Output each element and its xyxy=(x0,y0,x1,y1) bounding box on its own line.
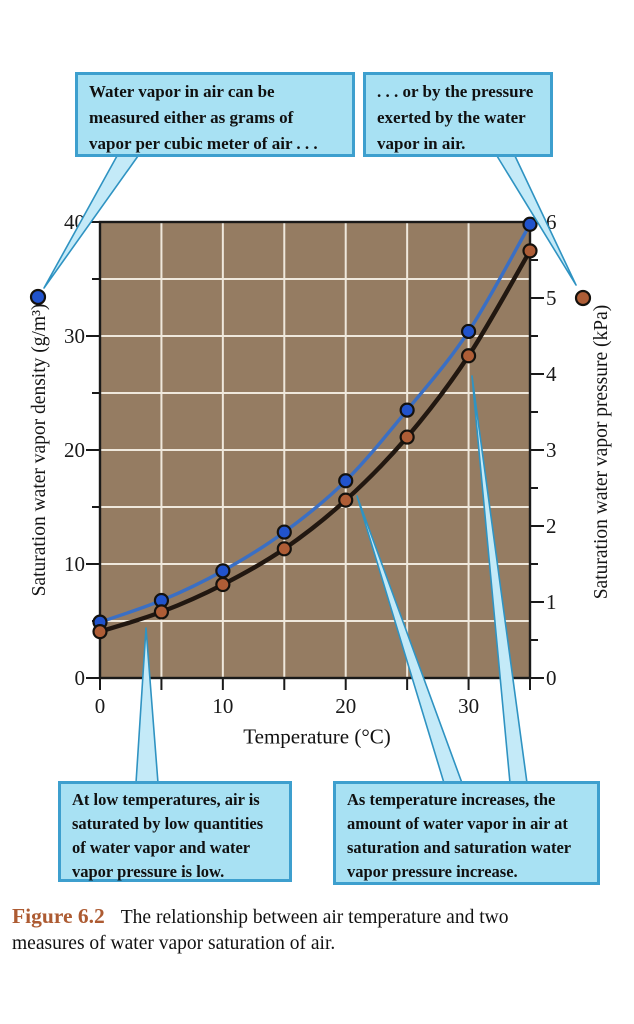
figure-caption-text: The relationship between air temperature… xyxy=(12,907,509,954)
pressure-point xyxy=(338,492,354,508)
left-tick-label: 0 xyxy=(75,666,86,690)
callout-text: . . . or by the pressure exerted by the … xyxy=(377,82,534,153)
x-tick-label: 30 xyxy=(458,694,479,718)
right-tick-label: 6 xyxy=(546,210,557,234)
right-tick-label: 1 xyxy=(546,590,557,614)
density-point xyxy=(522,216,538,232)
pressure-legend-marker xyxy=(574,289,592,307)
pressure-point xyxy=(92,624,108,640)
callout-text: As temperature increases, the amount of … xyxy=(347,790,572,881)
density-point xyxy=(399,402,415,418)
x-tick-label: 0 xyxy=(95,694,106,718)
left-tick-label: 30 xyxy=(64,324,85,348)
callout-text: At low temperatures, air is saturated by… xyxy=(72,790,264,881)
right-tick-label: 3 xyxy=(546,438,557,462)
density-point xyxy=(460,323,477,340)
x-axis-title: Temperature (°C) xyxy=(243,724,391,749)
density-point xyxy=(215,563,231,579)
left-axis-title: Saturation water vapor density (g/m³) xyxy=(29,303,50,597)
right-tick-label: 2 xyxy=(546,514,557,538)
right-tick-label: 5 xyxy=(546,286,557,310)
callout-text: Water vapor in air can be measured eithe… xyxy=(89,82,318,153)
density-legend-marker xyxy=(29,288,47,306)
x-tick-label: 20 xyxy=(335,694,356,718)
right-tick-label: 4 xyxy=(546,362,557,386)
pressure-point xyxy=(153,604,170,620)
figure-caption: Figure 6.2 The relationship between air t… xyxy=(12,903,618,957)
callout-low-temperature: At low temperatures, air is saturated by… xyxy=(58,781,292,882)
left-tick-label: 20 xyxy=(64,438,85,462)
callout-pressure-definition: . . . or by the pressure exerted by the … xyxy=(363,72,553,157)
pressure-point xyxy=(399,429,415,445)
pressure-point xyxy=(522,243,538,259)
callout-temperature-increase: As temperature increases, the amount of … xyxy=(333,781,600,885)
density-point xyxy=(338,473,354,489)
x-tick-label: 10 xyxy=(212,694,233,718)
density-point xyxy=(276,524,292,540)
pressure-point xyxy=(460,348,477,364)
left-tick-label: 10 xyxy=(64,552,85,576)
figure-number: Figure 6.2 xyxy=(12,904,105,928)
pressure-point xyxy=(276,541,292,557)
right-axis-title: Saturation water vapor pressure (kPa) xyxy=(591,304,612,600)
right-tick-label: 0 xyxy=(546,666,557,690)
pressure-point xyxy=(215,576,231,593)
callout-density-definition: Water vapor in air can be measured eithe… xyxy=(75,72,355,157)
